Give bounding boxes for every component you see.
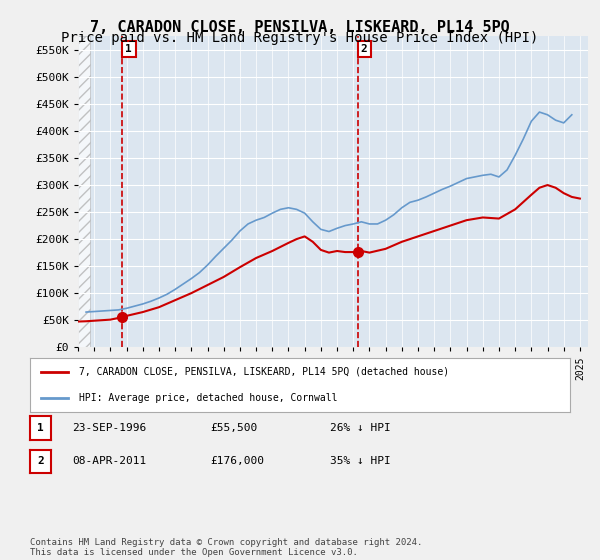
Text: 2: 2 [361,44,368,54]
Text: 2: 2 [37,456,44,466]
Bar [78,36,90,347]
Text: Price paid vs. HM Land Registry's House Price Index (HPI): Price paid vs. HM Land Registry's House … [61,31,539,45]
Text: 35% ↓ HPI: 35% ↓ HPI [330,456,391,466]
Text: 1: 1 [37,423,44,433]
Text: 23-SEP-1996: 23-SEP-1996 [72,423,146,433]
Text: 7, CARADON CLOSE, PENSILVA, LISKEARD, PL14 5PQ (detached house): 7, CARADON CLOSE, PENSILVA, LISKEARD, PL… [79,367,449,377]
Text: 7, CARADON CLOSE, PENSILVA, LISKEARD, PL14 5PQ: 7, CARADON CLOSE, PENSILVA, LISKEARD, PL… [90,20,510,35]
Text: 1: 1 [125,44,132,54]
Text: Contains HM Land Registry data © Crown copyright and database right 2024.
This d: Contains HM Land Registry data © Crown c… [30,538,422,557]
Bar [78,36,91,347]
Text: 26% ↓ HPI: 26% ↓ HPI [330,423,391,433]
Text: 08-APR-2011: 08-APR-2011 [72,456,146,466]
Text: HPI: Average price, detached house, Cornwall: HPI: Average price, detached house, Corn… [79,393,337,403]
Text: £176,000: £176,000 [210,456,264,466]
Text: £55,500: £55,500 [210,423,257,433]
